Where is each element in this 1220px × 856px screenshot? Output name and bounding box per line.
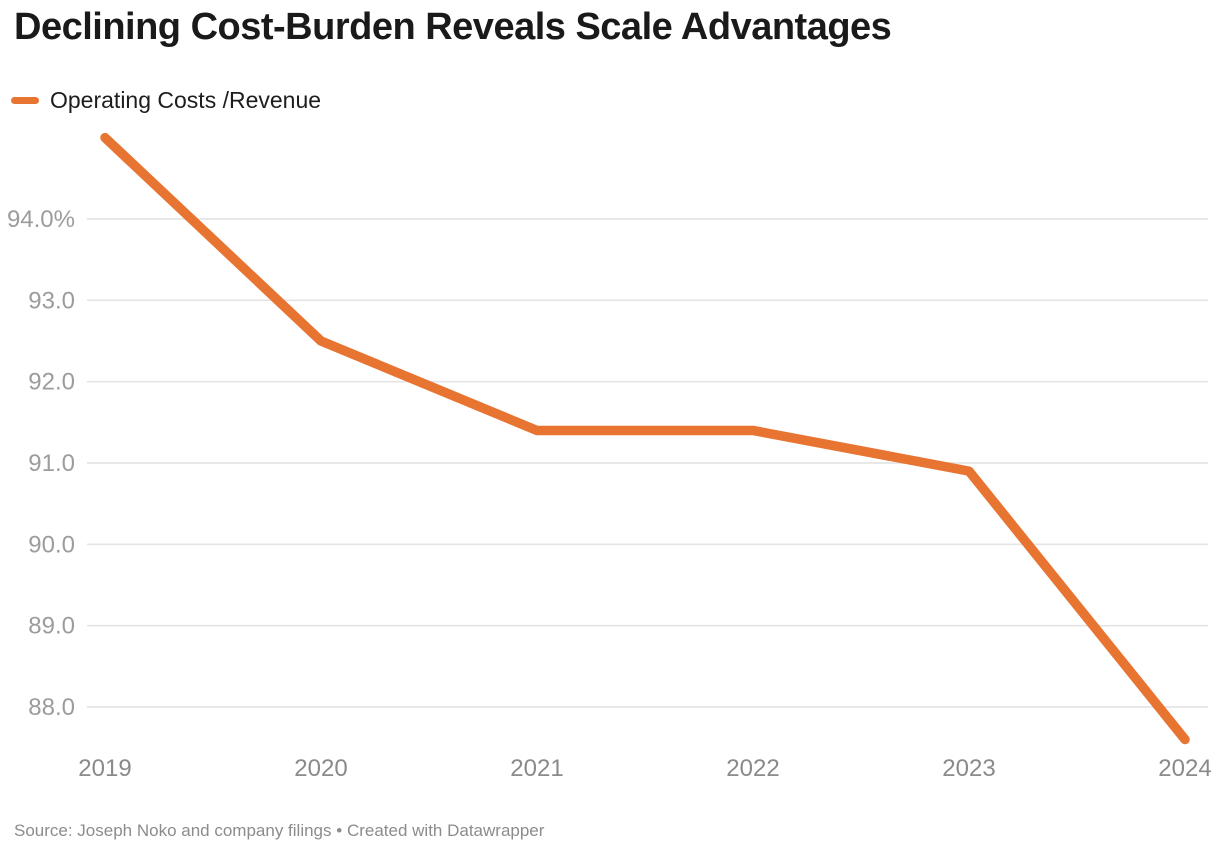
x-tick-label: 2023	[942, 755, 995, 782]
y-tick-label: 94.0%	[7, 206, 75, 233]
y-tick-label: 90.0	[28, 531, 75, 558]
y-tick-label: 91.0	[28, 450, 75, 477]
footer-separator: •	[336, 821, 343, 840]
source-text: Source: Joseph Noko and company filings	[14, 821, 337, 840]
legend-line-swatch	[11, 97, 39, 104]
x-tick-label: 2020	[294, 755, 347, 782]
y-tick-label: 89.0	[28, 613, 75, 640]
y-tick-label: 93.0	[28, 287, 75, 314]
y-tick-label: 88.0	[28, 694, 75, 721]
x-tick-label: 2021	[510, 755, 563, 782]
chart-title: Declining Cost-Burden Reveals Scale Adva…	[14, 6, 892, 48]
legend-label: Operating Costs /Revenue	[50, 87, 322, 113]
datawrapper-credit[interactable]: Created with Datawrapper	[346, 821, 545, 840]
chart-footer: Source: Joseph Noko and company filings …	[14, 821, 544, 841]
x-tick-label: 2022	[726, 755, 779, 782]
x-tick-label: 2024	[1158, 755, 1211, 782]
line-chart-plot: 94.0% 93.0 92.0 91.0 90.0 89.0 88.0 2019 2020 202…	[7, 132, 1212, 782]
y-tick-label: 92.0	[28, 369, 75, 396]
data-line	[100, 132, 1190, 745]
x-tick-label: 2019	[78, 755, 131, 782]
chart-legend: Operating Costs /Revenue	[11, 87, 321, 114]
